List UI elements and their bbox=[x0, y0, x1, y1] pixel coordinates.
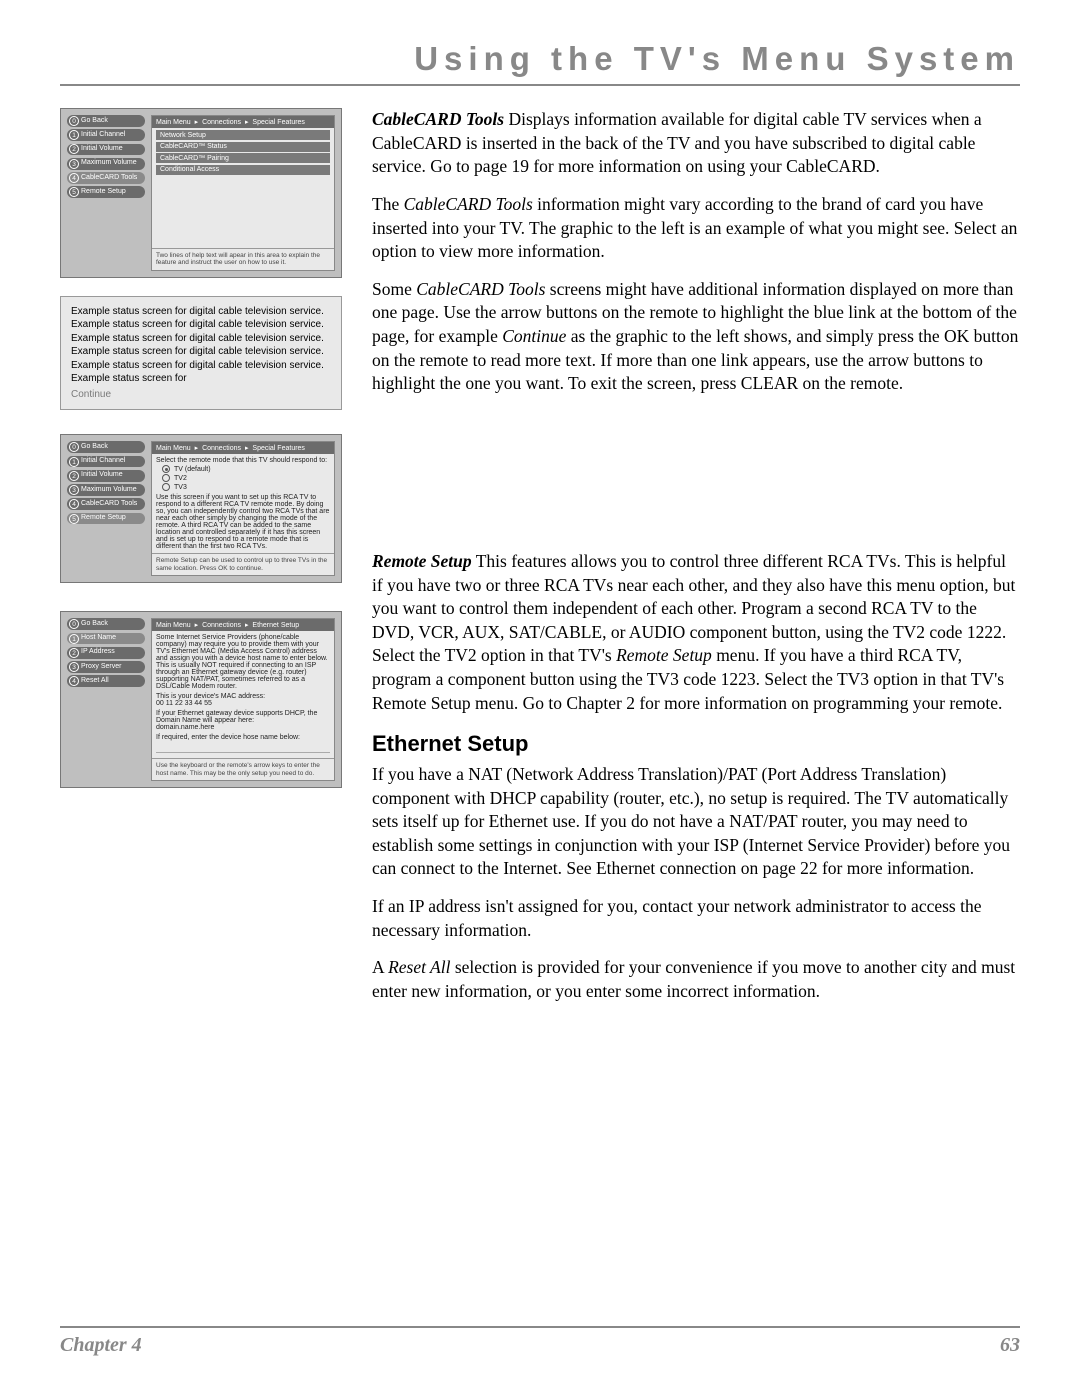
radio-label: TV2 bbox=[174, 475, 187, 482]
term-remote-setup: Remote Setup bbox=[372, 551, 472, 571]
page: Using the TV's Menu System 0Go Back 1Init… bbox=[0, 0, 1080, 1397]
status-line: Example status screen for digital cable … bbox=[71, 318, 331, 332]
remote-lead-text: Select the remote mode that this TV shou… bbox=[156, 457, 330, 464]
term-remote-setup: Remote Setup bbox=[616, 645, 712, 665]
menu-sidebar: 0Go Back 1Initial Channel 2Initial Volume 3… bbox=[67, 115, 145, 271]
term-cablecard-tools: CableCARD Tools bbox=[416, 279, 545, 299]
radio-option: TV (default) bbox=[162, 465, 330, 473]
menu-main-panel: Main Menu ▸ Connections ▸ Ethernet Setup… bbox=[151, 618, 335, 781]
page-title: Using the TV's Menu System bbox=[60, 40, 1020, 78]
content-row: 0Go Back 1Initial Channel 2Initial Volume 3… bbox=[60, 108, 1020, 1018]
domain-name: domain.name.here bbox=[156, 724, 330, 731]
status-line: Example status screen for digital cable … bbox=[71, 345, 331, 359]
menu-pill: 1Host Name bbox=[67, 633, 145, 645]
menu-main-panel: Main Menu ▸ Connections ▸ Special Featur… bbox=[151, 441, 335, 576]
header-bar: Using the TV's Menu System bbox=[60, 40, 1020, 86]
help-text: Two lines of help text will apear in thi… bbox=[152, 248, 334, 270]
text: selection is provided for your convenien… bbox=[372, 957, 1015, 1001]
footer: Chapter 4 63 bbox=[60, 1326, 1020, 1357]
ethernet-body1: Some Internet Service Providers (phone/c… bbox=[156, 634, 330, 690]
breadcrumb: Main Menu ▸ Connections ▸ Ethernet Setup bbox=[152, 619, 334, 631]
ethernet-body3: If required, enter the device hose name … bbox=[156, 734, 330, 741]
radio-icon bbox=[162, 483, 170, 491]
menu-pill: 3Maximum Volume bbox=[67, 484, 145, 496]
continue-link: Continue bbox=[71, 388, 331, 402]
menu-pill: 3Maximum Volume bbox=[67, 158, 145, 170]
radio-option: TV3 bbox=[162, 483, 330, 491]
footer-page-number: 63 bbox=[1000, 1334, 1020, 1357]
term-reset-all: Reset All bbox=[388, 957, 450, 977]
text: A bbox=[372, 957, 388, 977]
menu-pill: 3Proxy Server bbox=[67, 661, 145, 673]
text: Some bbox=[372, 279, 416, 299]
menu-pill: 2Initial Volume bbox=[67, 144, 145, 156]
menu-pill: 0Go Back bbox=[67, 115, 145, 127]
term-cablecard-tools: CableCARD Tools bbox=[404, 194, 533, 214]
para-remote-setup: Remote Setup This features allows you to… bbox=[372, 550, 1020, 715]
menu-pill: 5Remote Setup bbox=[67, 186, 145, 198]
para-ethernet-3: A Reset All selection is provided for yo… bbox=[372, 956, 1020, 1003]
heading-ethernet-setup: Ethernet Setup bbox=[372, 729, 1020, 759]
term-continue: Continue bbox=[502, 326, 566, 346]
breadcrumb: Main Menu ▸ Connections ▸ Special Featur… bbox=[152, 442, 334, 454]
screenshot-ethernet-setup: 0Go Back 1Host Name 2IP Address 3Proxy Serv… bbox=[60, 611, 342, 788]
screenshot-cablecard-tools: 0Go Back 1Initial Channel 2Initial Volume 3… bbox=[60, 108, 342, 278]
menu-pill: 0Go Back bbox=[67, 441, 145, 453]
menu-pill: 1Initial Channel bbox=[67, 456, 145, 468]
remote-body-text: Use this screen if you want to set up th… bbox=[156, 494, 330, 550]
help-text: Remote Setup can be used to control up t… bbox=[152, 553, 334, 575]
status-line: Example status screen for digital cable … bbox=[71, 332, 331, 346]
menu-sidebar: 0Go Back 1Initial Channel 2Initial Volume 3… bbox=[67, 441, 145, 576]
radio-label: TV (default) bbox=[174, 466, 211, 473]
menu-pill: 5Remote Setup bbox=[67, 513, 145, 525]
para-cablecard-vary: The CableCARD Tools information might va… bbox=[372, 193, 1020, 264]
para-cablecard-continue: Some CableCARD Tools screens might have … bbox=[372, 278, 1020, 396]
status-line: Example status screen for digital cable … bbox=[71, 359, 331, 373]
para-cablecard-tools: CableCARD Tools Displays information ava… bbox=[372, 108, 1020, 179]
menu-sidebar: 0Go Back 1Host Name 2IP Address 3Proxy Serv… bbox=[67, 618, 145, 781]
para-ethernet-2: If an IP address isn't assigned for you,… bbox=[372, 895, 1020, 942]
ethernet-body2: If your Ethernet gateway device supports… bbox=[156, 710, 330, 724]
footer-chapter: Chapter 4 bbox=[60, 1334, 142, 1357]
breadcrumb: Main Menu ▸ Connections ▸ Special Featur… bbox=[152, 116, 334, 128]
menu-main-panel: Main Menu ▸ Connections ▸ Special Featur… bbox=[151, 115, 335, 271]
status-example-box: Example status screen for digital cable … bbox=[60, 296, 342, 411]
menu-option: Network Setup bbox=[156, 130, 330, 140]
menu-option: CableCARD™ Status bbox=[156, 142, 330, 152]
status-line: Example status screen for digital cable … bbox=[71, 305, 331, 319]
menu-pill: 4Reset All bbox=[67, 675, 145, 687]
menu-pill: 4CableCARD Tools bbox=[67, 172, 145, 184]
mac-label: This is your device's MAC address: bbox=[156, 693, 330, 700]
menu-pill: 0Go Back bbox=[67, 618, 145, 630]
help-text: Use the keyboard or the remote's arrow k… bbox=[152, 758, 334, 780]
menu-pill: 2Initial Volume bbox=[67, 470, 145, 482]
menu-option: CableCARD™ Pairing bbox=[156, 153, 330, 163]
menu-pill: 4CableCARD Tools bbox=[67, 498, 145, 510]
right-column: CableCARD Tools Displays information ava… bbox=[372, 108, 1020, 1018]
mac-address: 00 11 22 33 44 55 bbox=[156, 700, 330, 707]
radio-option: TV2 bbox=[162, 474, 330, 482]
status-line: Example status screen for bbox=[71, 372, 331, 386]
screenshot-remote-setup: 0Go Back 1Initial Channel 2Initial Volume 3… bbox=[60, 434, 342, 583]
radio-label: TV3 bbox=[174, 484, 187, 491]
para-ethernet-1: If you have a NAT (Network Address Trans… bbox=[372, 763, 1020, 881]
menu-pill: 2IP Address bbox=[67, 647, 145, 659]
radio-icon bbox=[162, 474, 170, 482]
menu-option: Conditional Access bbox=[156, 165, 330, 175]
radio-icon bbox=[162, 465, 170, 473]
menu-pill: 1Initial Channel bbox=[67, 129, 145, 141]
left-column: 0Go Back 1Initial Channel 2Initial Volume 3… bbox=[60, 108, 342, 1018]
term-cablecard-tools: CableCARD Tools bbox=[372, 109, 504, 129]
text: The bbox=[372, 194, 404, 214]
